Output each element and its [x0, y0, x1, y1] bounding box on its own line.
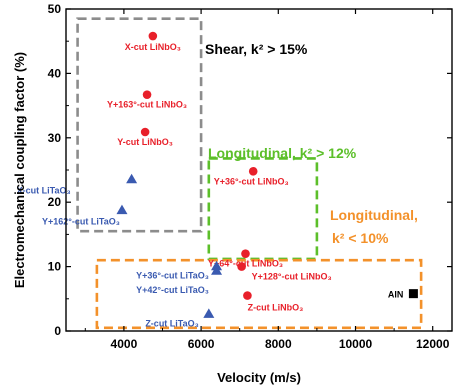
point-label-1-3: Y+42°-cut LiTaO₃ — [136, 285, 209, 295]
point-label-1-4: Z-cut LiTaO₃ — [145, 318, 199, 328]
region-box-1 — [207, 157, 319, 261]
point-label-0-1: Y+163°-cut LiNbO₃ — [107, 100, 187, 110]
y-tick-label-4: 40 — [48, 66, 62, 80]
region-label-1: Longitudinal, k² > 12% — [208, 145, 357, 161]
point-label-0-4: Y+64°-cut LiNbO₃ — [208, 259, 283, 269]
point-label-0-6: Z-cut LiNbO₃ — [248, 303, 304, 313]
point-1-0 — [126, 173, 138, 184]
y-axis-title: Electromechanical coupling factor (%) — [12, 52, 27, 288]
plot-frame — [65, 8, 453, 332]
region-label-0: Shear, k² > 15% — [205, 41, 308, 57]
region-box-2 — [95, 258, 423, 330]
point-labels: Shear, k² > 15% Longitudinal, k² > 12% Lon… — [17, 41, 418, 328]
point-0-1 — [142, 90, 152, 99]
point-label-1-2: Y+36°-cut LiTaO₃ — [136, 271, 209, 281]
y-tick-label-1: 10 — [48, 260, 62, 274]
point-label-0-5: Y+128°-cut LiNbO₃ — [252, 272, 332, 282]
point-1-3 — [211, 265, 223, 275]
point-1-4 — [203, 308, 215, 318]
y-tick-label-0: 0 — [54, 324, 61, 338]
region-boxes — [76, 17, 423, 330]
point-label-0-3: Y+36°-cut LiNbO₃ — [214, 176, 289, 186]
region-box-0 — [76, 17, 203, 233]
point-label-1-0: X-cut LiTaO₃ — [17, 186, 71, 196]
region-label-2-line2: k² < 10% — [332, 230, 389, 246]
y-tick-label-3: 30 — [48, 131, 62, 145]
x-tick-label-4: 12000 — [416, 337, 450, 351]
point-0-2 — [140, 127, 150, 137]
point-2-0 — [408, 289, 418, 299]
point-0-3 — [248, 166, 258, 176]
point-label-0-0: X-cut LiNbO₃ — [125, 42, 181, 52]
data-points — [116, 31, 418, 318]
point-1-1 — [116, 204, 128, 215]
point-0-6 — [243, 291, 252, 300]
x-tick-label-3: 10000 — [339, 337, 373, 351]
y-tick-label-2: 20 — [48, 195, 62, 209]
point-0-4 — [241, 249, 250, 259]
x-tick-label-1: 6000 — [188, 337, 215, 351]
point-0-0 — [148, 31, 158, 41]
region-label-2: Longitudinal, — [330, 207, 418, 223]
point-0-5 — [237, 262, 246, 271]
y-tick-label-5: 50 — [48, 2, 62, 16]
axes: 4000 6000 8000 10000 12000 0 10 20 30 40 50 Velocit… — [12, 2, 453, 385]
point-label-1-1: Y+162°-cut LiTaO₃ — [42, 217, 120, 227]
x-tick-label-2: 8000 — [265, 337, 292, 351]
point-label-0-2: Y-cut LiNbO₃ — [117, 137, 173, 147]
x-tick-label-0: 4000 — [111, 337, 138, 351]
point-label-2-0: AlN — [388, 290, 404, 300]
x-axis-title: Velocity (m/s) — [217, 370, 301, 385]
